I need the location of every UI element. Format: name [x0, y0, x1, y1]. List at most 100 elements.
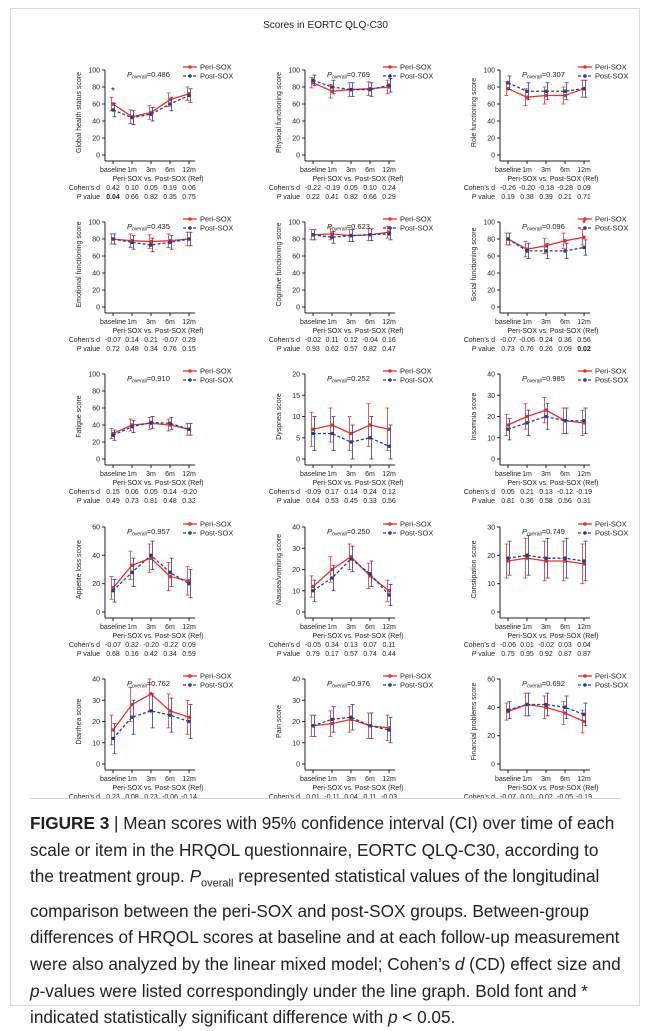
caption-text-4: -values were listed correspondingly unde…: [30, 980, 588, 1028]
legend-peri-label: Peri-SOX: [200, 672, 232, 681]
legend-peri-marker: [583, 674, 587, 678]
y-tick-label: 40: [487, 705, 495, 712]
figure-frame: [10, 8, 640, 1006]
x-tick-label: 6m: [365, 167, 375, 174]
post-sox-series-line: [313, 432, 390, 447]
post-sox-point: [506, 427, 510, 432]
figure-caption: FIGURE 3 | Mean scores with 95% confiden…: [30, 810, 626, 1031]
p-value-word: value: [81, 498, 100, 505]
p-value-word: value: [281, 346, 300, 353]
cohens-d-label: Cohen's d: [69, 642, 100, 649]
y-axis-label: Constipation score: [471, 540, 478, 598]
comparison-label: Peri-SOX vs. Post-SOX (Ref): [112, 176, 203, 183]
post-sox-point: [582, 712, 586, 717]
p-value: 0.49: [106, 498, 120, 505]
y-axis-label: Diarrhea score: [76, 698, 83, 744]
p-overall-sub: overall: [527, 532, 542, 538]
y-tick-label: 30: [92, 698, 100, 705]
post-sox-point: [387, 593, 391, 597]
x-tick-label: 6m: [560, 624, 570, 631]
x-tick-label: 3m: [346, 624, 356, 631]
legend-peri-label: Peri-SOX: [595, 63, 627, 72]
x-tick-label: 1m: [127, 167, 137, 174]
y-tick-label: 40: [487, 119, 495, 126]
p-value: 0.15: [182, 346, 196, 353]
p-value: 0.81: [501, 498, 515, 505]
p-value: 0.66: [363, 194, 377, 201]
p-value-label: P value: [472, 651, 495, 658]
legend-post-label: Post-SOX: [595, 376, 628, 385]
legend-peri-marker: [188, 522, 192, 526]
p-value-label: P value: [472, 498, 495, 505]
legend-post-marker: [188, 378, 192, 382]
p-value: 0.34: [163, 651, 177, 658]
cohens-d-value: 0.01: [520, 642, 534, 649]
x-tick-label: baseline: [300, 471, 326, 478]
post-sox-point: [563, 418, 567, 423]
cohens-d-label: Cohen's d: [69, 185, 100, 192]
p-overall-sub: overall: [132, 532, 147, 538]
y-axis-label: Insomnia score: [471, 393, 478, 441]
legend-post-marker: [188, 74, 192, 78]
p-value: 0.57: [344, 346, 358, 353]
p-value: 0.44: [382, 651, 396, 658]
cohens-d-label: Cohen's d: [269, 489, 300, 496]
y-tick-label: 20: [292, 136, 300, 143]
cohens-d-value: 0.05: [144, 489, 158, 496]
x-tick-label: 12m: [182, 776, 196, 783]
post-sox-point: [582, 418, 586, 423]
p-value-label: P value: [472, 194, 495, 201]
panel-2: 0 20 40 60 80 100 Physical functioning score ba…: [269, 63, 434, 202]
cohens-d-value: 0.10: [363, 185, 377, 192]
y-tick-label: 80: [92, 237, 100, 244]
p-overall-label: Poverall=0.957: [127, 527, 170, 538]
post-sox-point: [111, 588, 115, 593]
cohens-d-value: 0.34: [325, 642, 339, 649]
x-tick-label: 12m: [382, 167, 396, 174]
post-sox-point: [130, 115, 134, 120]
y-tick-label: 20: [292, 719, 300, 726]
panel-4: 0 20 40 60 80 100 Emotional functioning score b…: [69, 215, 234, 354]
x-tick-label: 12m: [577, 471, 591, 478]
legend-peri-label: Peri-SOX: [595, 215, 627, 224]
peri-sox-point: [525, 95, 529, 99]
x-tick-label: 1m: [522, 776, 532, 783]
cohens-d-value: -0.05: [557, 794, 573, 800]
y-tick-label: 10: [292, 414, 300, 421]
legend-post-marker: [388, 378, 392, 382]
comparison-label: Peri-SOX vs. Post-SOX (Ref): [507, 328, 598, 335]
y-tick-label: 60: [92, 254, 100, 261]
comparison-label: Peri-SOX vs. Post-SOX (Ref): [112, 633, 203, 640]
post-sox-series-line: [312, 558, 390, 596]
caption-text-5: < 0.05.: [397, 1007, 456, 1028]
cohens-d-value: -0.20: [519, 185, 535, 192]
p-overall-sub: overall: [132, 684, 147, 690]
cohens-d-label: Cohen's d: [269, 185, 300, 192]
y-axis-label: Appetite loss score: [76, 540, 83, 599]
p-value-symbol: P: [277, 194, 282, 201]
panel-14: 0 10 20 30 40 Pain score baseline 1m 3m 6m 12m Pove…: [269, 672, 434, 801]
y-tick-label: 0: [296, 457, 300, 464]
p-value-symbol: P: [277, 346, 282, 353]
x-tick-label: 12m: [577, 319, 591, 326]
x-tick-label: 6m: [165, 167, 175, 174]
x-tick-label: baseline: [300, 167, 326, 174]
y-tick-label: 40: [292, 271, 300, 278]
cohens-d-label: Cohen's d: [464, 337, 495, 344]
post-sox-point: [506, 80, 510, 85]
x-tick-label: 3m: [146, 624, 156, 631]
y-tick-label: 60: [292, 254, 300, 261]
x-tick-label: 6m: [560, 167, 570, 174]
post-sox-point: [311, 431, 315, 436]
caption-text-3: (CD) effect size and: [464, 953, 621, 974]
post-sox-point: [311, 723, 315, 728]
y-tick-label: 20: [92, 440, 100, 447]
p-value: 0.21: [558, 194, 572, 201]
x-tick-label: 3m: [541, 471, 551, 478]
cohens-d-value: 0.03: [558, 642, 572, 649]
p-value: 0.56: [382, 498, 396, 505]
legend-post-marker: [388, 74, 392, 78]
p-value-label: P value: [277, 498, 300, 505]
p-value: 0.79: [306, 651, 320, 658]
x-tick-label: 6m: [165, 624, 175, 631]
